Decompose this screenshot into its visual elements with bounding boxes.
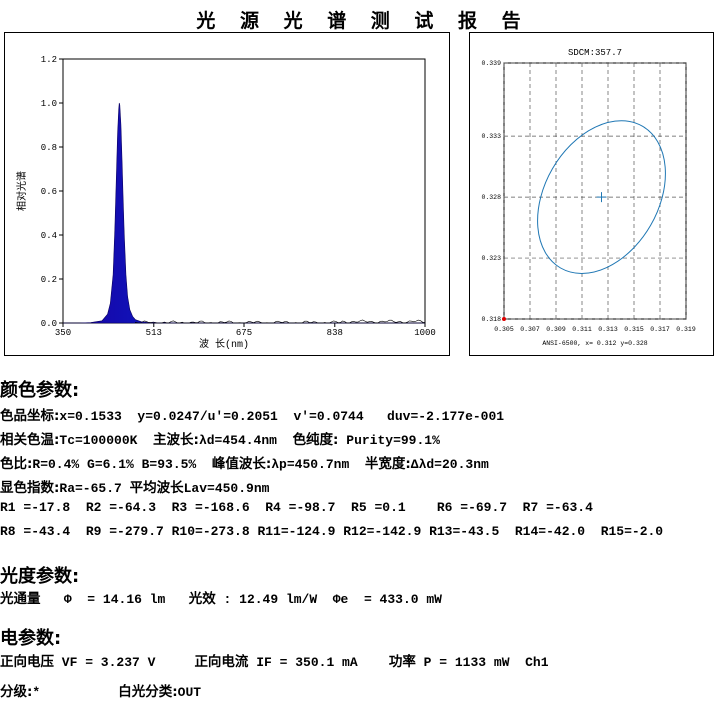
x-tick-label: 350 xyxy=(55,328,71,338)
spectrum-chart: 0.0 0.2 0.4 0.6 0.8 1.0 1.2 350 513 675 838 1000 波 长… xyxy=(15,55,436,351)
electrical-params-heading: 电参数: xyxy=(0,628,62,649)
report-title: 光 源 光 谱 测 试 报 告 xyxy=(196,10,530,32)
grade-value: * xyxy=(32,685,119,700)
measured-point-marker xyxy=(502,317,506,321)
spectrum-curve xyxy=(63,102,425,324)
cri-value: Ra=-65.7 xyxy=(59,481,130,496)
x-tick-label: 675 xyxy=(236,328,252,338)
y-tick-label: 1.0 xyxy=(41,99,57,109)
color-params-heading: 颜色参数: xyxy=(0,380,80,401)
cct-value: Tc=100000K xyxy=(59,433,154,448)
x-tick-label: 0.315 xyxy=(624,326,644,333)
efficacy-value: : 12.49 lm/W Φe = 433.0 mW xyxy=(215,592,442,607)
y-tick-label: 0.8 xyxy=(41,143,57,153)
peak-wavelength-value: λp=450.7nm xyxy=(271,457,365,472)
white-class-value: OUT xyxy=(177,685,202,700)
chromaticity-chart: 0.305 0.307 0.309 0.311 0.313 0.315 0.317 0.319… xyxy=(481,48,696,347)
r-values-line-2: R8 =-43.4 R9 =-279.7 R10=-273.8 R11=-124… xyxy=(0,524,664,539)
r-values-line-1: R1 =-17.8 R2 =-64.3 R3 =-168.6 R4 =-98.7… xyxy=(0,500,593,515)
efficacy-label: 光效 xyxy=(188,591,216,607)
y-tick-label: 0.2 xyxy=(41,275,57,285)
half-width-value: Δλd=20.3nm xyxy=(410,457,489,472)
x-tick-label: 0.317 xyxy=(650,326,670,333)
power-value: P = 1133 mW Ch1 xyxy=(415,655,549,670)
forward-voltage-label: 正向电压 xyxy=(0,654,54,670)
purity-value: Purity=99.1% xyxy=(338,433,440,448)
x-tick-label: 0.307 xyxy=(520,326,540,333)
x-tick-label: 0.311 xyxy=(572,326,592,333)
power-label: 功率 xyxy=(388,654,416,670)
y-tick-label: 0.6 xyxy=(41,187,57,197)
forward-current-label: 正向电流 xyxy=(194,654,249,670)
half-width-label: 半宽度: xyxy=(364,456,411,472)
x-tick-label: 513 xyxy=(146,328,162,338)
cct-label: 相关色温: xyxy=(0,432,60,448)
purity-label: 色纯度: xyxy=(292,432,339,448)
grade-label: 分级: xyxy=(0,684,33,700)
plot-frame xyxy=(503,62,687,320)
avg-wavelength-label: 平均波长 xyxy=(129,480,184,496)
x-tick-label: 838 xyxy=(327,328,343,338)
chromaticity-chart-panel: 0.305 0.307 0.309 0.311 0.313 0.315 0.317 0.319… xyxy=(469,32,714,356)
chromaticity-value: x=0.1533 y=0.0247/u'=0.2051 v'=0.0744 du… xyxy=(59,409,505,424)
cri-label: 显色指数: xyxy=(0,480,60,496)
y-axis-label: 相对光谱 xyxy=(15,171,29,211)
dominant-wavelength-label: 主波长: xyxy=(153,432,199,448)
dominant-wavelength-value: λd=454.4nm xyxy=(198,433,293,448)
macadam-ellipse xyxy=(537,120,666,274)
y-tick-label: 0.333 xyxy=(481,133,501,140)
color-ratio-value: R=0.4% G=6.1% B=93.5% xyxy=(32,457,212,472)
spectrum-chart-panel: 0.0 0.2 0.4 0.6 0.8 1.0 1.2 350 513 675 838 1000 波 长… xyxy=(4,32,450,356)
peak-wavelength-label: 峰值波长: xyxy=(211,456,272,472)
x-tick-label: 0.313 xyxy=(598,326,618,333)
cct-line: 相关色温:Tc=100000K 主波长:λd=454.4nm 色纯度: Puri… xyxy=(0,428,440,448)
x-axis-label: ANSI-6500, x= 0.312 y=0.328 xyxy=(542,340,647,347)
white-class-label: 白光分类: xyxy=(118,684,178,700)
chromaticity-label: 色品坐标: xyxy=(0,408,60,424)
photometric-params-heading: 光度参数: xyxy=(0,566,80,587)
flux-label: 光通量 xyxy=(0,591,41,607)
y-tick-label: 0.323 xyxy=(481,255,501,262)
x-axis-label: 波 长(nm) xyxy=(199,337,249,351)
x-tick-label: 0.319 xyxy=(676,326,696,333)
avg-wavelength-value: Lav=450.9nm xyxy=(183,481,270,496)
chart-title: SDCM:357.7 xyxy=(568,48,622,58)
flux-value: Φ = 14.16 lm xyxy=(40,592,189,607)
baseline-noise xyxy=(135,319,426,324)
x-tick-label: 1000 xyxy=(414,328,436,338)
cri-line: 显色指数:Ra=-65.7 平均波长Lav=450.9nm xyxy=(0,476,269,496)
y-tick-label: 0.339 xyxy=(481,60,501,67)
x-tick-label: 0.305 xyxy=(494,326,514,333)
color-ratio-label: 色比: xyxy=(0,456,33,472)
y-tick-label: 0.4 xyxy=(41,231,57,241)
electrical-line: 正向电压 VF = 3.237 V 正向电流 IF = 350.1 mA 功率 … xyxy=(0,650,549,670)
y-tick-label: 1.2 xyxy=(41,55,57,65)
flux-line: 光通量 Φ = 14.16 lm 光效 : 12.49 lm/W Φe = 43… xyxy=(0,587,442,607)
y-tick-label: 0.0 xyxy=(41,319,57,329)
y-tick-label: 0.318 xyxy=(481,316,501,323)
grading-line: 分级:* 白光分类:OUT xyxy=(0,680,201,700)
chromaticity-line: 色品坐标:x=0.1533 y=0.0247/u'=0.2051 v'=0.07… xyxy=(0,404,504,424)
x-tick-label: 0.309 xyxy=(546,326,566,333)
forward-current-value: IF = 350.1 mA xyxy=(248,655,389,670)
forward-voltage-value: VF = 3.237 V xyxy=(54,655,195,670)
color-ratio-line: 色比:R=0.4% G=6.1% B=93.5% 峰值波长:λp=450.7nm… xyxy=(0,452,489,472)
y-tick-label: 0.328 xyxy=(481,194,501,201)
